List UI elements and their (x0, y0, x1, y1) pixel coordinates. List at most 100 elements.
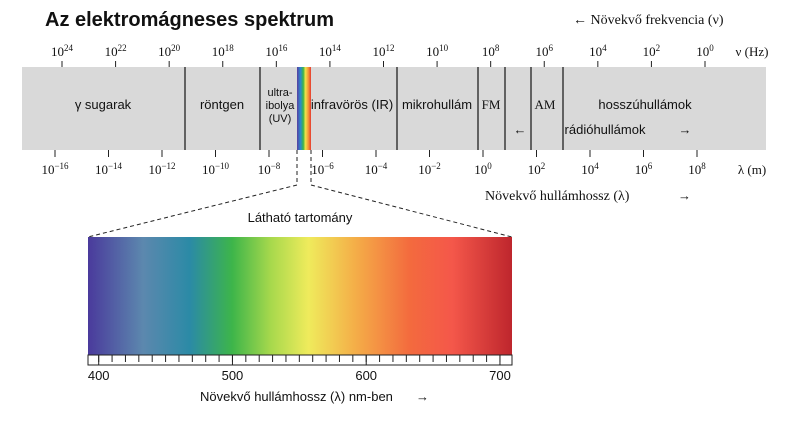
band-label: röntgen (200, 97, 244, 112)
power-base: 10 (158, 44, 171, 59)
band-label: γ sugarak (75, 97, 132, 112)
power-exponent: 0 (487, 161, 492, 171)
power-label: 104 (581, 161, 599, 177)
tick-label: 500 (222, 368, 244, 383)
power-exponent: 14 (332, 43, 342, 53)
title: Az elektromágneses spektrum (45, 9, 334, 31)
power-exponent: 2 (656, 43, 661, 53)
power-label: 10−10 (202, 161, 230, 177)
power-exponent: 18 (225, 43, 235, 53)
power-label: 10−6 (311, 161, 334, 177)
power-exponent: 22 (118, 43, 127, 53)
band-label: ultra- (267, 87, 292, 99)
power-exponent: 10 (439, 43, 449, 53)
power-exponent: 4 (594, 161, 599, 171)
power-base: 10 (202, 162, 215, 177)
power-exponent: −16 (54, 161, 69, 171)
tick-label: 600 (355, 368, 377, 383)
band-label: AM (535, 97, 556, 112)
tick-label: 400 (88, 368, 110, 383)
power-exponent: −4 (378, 161, 388, 171)
power-exponent: 24 (64, 43, 74, 53)
power-label: 10−4 (365, 161, 388, 177)
power-exponent: 4 (602, 43, 607, 53)
power-exponent: −12 (161, 161, 175, 171)
tick-label: 700 (489, 368, 511, 383)
visible-ruler (87, 354, 513, 366)
power-exponent: 8 (701, 161, 706, 171)
power-label: 1014 (319, 43, 342, 59)
power-label: 1020 (158, 43, 181, 59)
power-exponent: −14 (108, 161, 123, 171)
power-label: 1012 (373, 43, 395, 59)
power-base: 10 (589, 44, 602, 59)
frequency-label: ← Növekvő frekvencia (ν) (573, 13, 724, 28)
power-base: 10 (265, 44, 278, 59)
power-label: 102 (528, 161, 546, 177)
power-exponent: −6 (324, 161, 334, 171)
power-base: 10 (51, 44, 64, 59)
power-label: 10−16 (41, 161, 69, 177)
power-exponent: 2 (541, 161, 546, 171)
power-label: 1010 (426, 43, 449, 59)
band-label: infravörös (IR) (311, 97, 393, 112)
power-base: 10 (258, 162, 271, 177)
visible-strip (297, 67, 311, 150)
wavelength-arrow: → (678, 188, 691, 203)
wavelength-unit: λ (m) (738, 162, 766, 177)
power-base: 10 (536, 44, 549, 59)
power-exponent: −10 (215, 161, 230, 171)
power-exponent: 16 (278, 43, 288, 53)
power-label: 1024 (51, 43, 74, 59)
power-base: 10 (426, 44, 439, 59)
power-label: 106 (635, 161, 653, 177)
power-base: 10 (635, 162, 648, 177)
power-base: 10 (319, 44, 332, 59)
power-base: 10 (528, 162, 541, 177)
power-base: 10 (148, 162, 161, 177)
band-label: mikrohullám (402, 97, 472, 112)
band-label: hosszúhullámok (598, 97, 692, 112)
power-label: 10−8 (258, 161, 281, 177)
power-base: 10 (688, 162, 701, 177)
power-label: 100 (474, 161, 492, 177)
power-base: 10 (696, 44, 709, 59)
power-label: 106 (536, 43, 554, 59)
visible-axis-label: Növekvő hullámhossz (λ) nm-ben (200, 389, 393, 404)
visible-axis-arrow: → (416, 389, 429, 404)
power-base: 10 (365, 162, 378, 177)
power-label: 10−14 (95, 161, 123, 177)
radio-arrow: ← (514, 122, 527, 137)
power-base: 10 (212, 44, 225, 59)
power-base: 10 (581, 162, 594, 177)
visible-title: Látható tartomány (248, 210, 353, 225)
power-label: 1016 (265, 43, 288, 59)
band-label: (UV) (269, 113, 292, 125)
power-label: 108 (688, 161, 706, 177)
power-base: 10 (105, 44, 118, 59)
power-base: 10 (643, 44, 656, 59)
power-base: 10 (418, 162, 431, 177)
power-label: 108 (482, 43, 500, 59)
power-label: 10−2 (418, 161, 441, 177)
power-exponent: −2 (431, 161, 441, 171)
wavelength-label: Növekvő hullámhossz (λ) (485, 189, 630, 204)
power-base: 10 (311, 162, 324, 177)
power-exponent: 12 (386, 43, 395, 53)
power-base: 10 (373, 44, 386, 59)
power-label: 1022 (105, 43, 127, 59)
power-base: 10 (95, 162, 108, 177)
power-label: 104 (589, 43, 607, 59)
power-exponent: 0 (709, 43, 714, 53)
band-dividers (184, 67, 564, 150)
power-exponent: 6 (549, 43, 554, 53)
band-label: FM (482, 97, 501, 112)
power-exponent: 6 (648, 161, 653, 171)
radio-label: rádióhullámok (565, 122, 646, 137)
power-exponent: 8 (495, 43, 500, 53)
power-label: 100 (696, 43, 714, 59)
power-label: 10−12 (148, 161, 175, 177)
spectrum-band (22, 67, 766, 150)
zoom-lines (87, 150, 513, 238)
